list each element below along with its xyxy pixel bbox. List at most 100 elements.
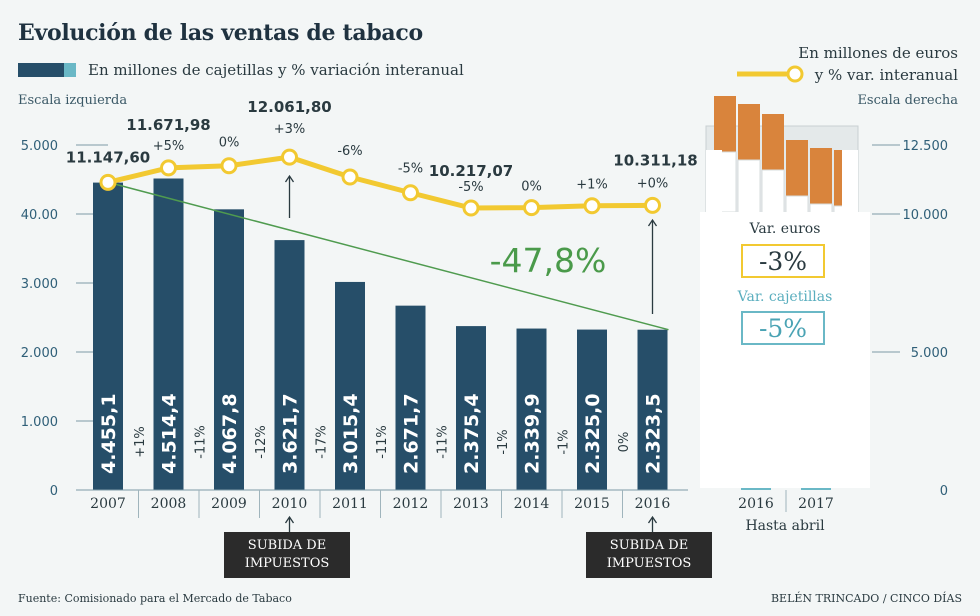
x-tick-label: 2013 [453, 496, 489, 512]
left-axis-tick-label: 5.000 [21, 139, 58, 154]
right-axis-tick-label: 12.500 [903, 139, 949, 154]
legend-right-line2-text: y % var. interanual [814, 66, 958, 84]
revenue-variation-label: -5% [398, 162, 423, 177]
bar-value-label: 2.375,4 [461, 393, 483, 474]
tax-arrow-2010-bottom-head [284, 515, 295, 524]
revenue-value-label: 12.061,80 [247, 98, 331, 116]
tax-tag-line2: IMPUESTOS [244, 556, 330, 571]
inset-x-tick-label: 2016 [738, 496, 774, 512]
revenue-point-2010 [281, 148, 298, 166]
left-axis-tick-label: 1.000 [21, 415, 58, 430]
left-axis-tick-label: 3.000 [21, 277, 58, 292]
revenue-variation-label: 0% [219, 136, 240, 151]
bar-variation-label: -12% [254, 425, 269, 459]
revenue-variation-label: +0% [637, 176, 669, 191]
revenue-variation-label: +5% [153, 139, 185, 154]
bar-2013 [456, 326, 486, 490]
bar-2012 [395, 305, 426, 490]
bar-value-label: 4.455,1 [98, 393, 120, 474]
left-axis-tick-label: 2.000 [21, 346, 58, 361]
bar-variation-label: -11% [194, 425, 209, 459]
cigarette-filter [738, 104, 760, 160]
revenue-variation-label: +1% [576, 178, 608, 193]
bar-variation-label: -1% [557, 429, 572, 454]
x-tick-label: 2015 [574, 496, 610, 512]
bar-value-label: 2.323,5 [643, 393, 665, 474]
trend-line [107, 181, 669, 331]
trend-line: -47,8% [107, 181, 669, 331]
bar-variation-label: -11% [436, 425, 451, 459]
tax-arrow-2010-top-head [284, 174, 295, 183]
left-axis-tick-label: 40.00 [21, 208, 58, 223]
var-cajetillas-label: Var. cajetillas [737, 289, 833, 305]
tax-increase-tag-2010: SUBIDA DE IMPUESTOS [224, 532, 350, 578]
tax-tag-line1: SUBIDA DE [247, 538, 327, 553]
pack-flap-left [706, 150, 722, 212]
tax-arrow-2016-bottom-head [647, 515, 658, 524]
revenue-value-label: 10.311,18 [613, 151, 697, 169]
x-tick-label: 2011 [332, 496, 368, 512]
revenue-point-2009 [220, 157, 238, 175]
source-note: Fuente: Comisionado para el Mercado de T… [18, 592, 292, 605]
bars: 4.455,1 4.514,4 4.067,8 3.621,7 3.015,4 2.671… [93, 178, 668, 491]
bar-variation-label: -11% [375, 425, 390, 459]
chart-labels: 11.147,60 11.671,98 +5% 0% 12.061,80 +3% -6% -5… [66, 98, 698, 532]
revenue-point-2012 [402, 184, 419, 202]
x-tick-label: 2007 [90, 496, 126, 512]
cigarette-filter [762, 114, 784, 170]
revenue-point-2013 [462, 199, 480, 217]
legend-right: En millones de euros y % var. interanual [735, 42, 958, 86]
revenue-point-2014 [523, 199, 540, 217]
right-axis-tick-label: 5.000 [911, 346, 948, 361]
inset-subtitle: Hasta abril [745, 518, 825, 534]
bar-variation-label: -17% [315, 425, 330, 459]
bar-2016 [637, 329, 668, 490]
legend-swatch-dark [18, 63, 64, 77]
grid-lines [76, 144, 900, 422]
inset-x-tick-label: 2017 [798, 496, 834, 512]
bar-2007 [93, 182, 123, 491]
bar-2008 [153, 178, 184, 490]
revenue-variation-label: -5% [458, 180, 483, 195]
credit-note: BELÉN TRINCADO / CINCO DÍAS [770, 592, 962, 605]
cigarette-filter [714, 96, 736, 152]
revenue-line [99, 148, 661, 217]
revenue-value-label: 11.147,60 [66, 148, 150, 166]
cigarette-filter [786, 140, 808, 196]
scale-left-label: Escala izquierda [18, 93, 128, 108]
pack-flap-right [842, 150, 858, 212]
bar-variation-label: 0% [617, 432, 632, 453]
bar-value-label: 4.067,8 [219, 393, 241, 474]
bar-value-label: 2.325,0 [582, 393, 604, 474]
legend-left: En millones de cajetillas y % variación … [18, 61, 464, 79]
revenue-variation-label: 0% [521, 180, 542, 195]
bar-2015 [577, 329, 607, 490]
tax-arrow-2016-top-head [647, 218, 658, 227]
tax-tag-line1: SUBIDA DE [609, 538, 689, 553]
revenue-point-2008 [160, 159, 177, 177]
tax-tag-line2: IMPUESTOS [606, 556, 692, 571]
revenue-variation-label: -6% [337, 144, 362, 159]
chart-title: Evolución de las ventas de tabaco [18, 20, 423, 46]
right-axis-tick-label: 10.000 [903, 208, 949, 223]
legend-left-label: En millones de cajetillas y % variación … [88, 61, 464, 79]
right-axis-tick-label: 0 [940, 484, 948, 499]
bar-value-label: 2.339,9 [522, 393, 544, 474]
bar-variation-label: +1% [133, 426, 148, 458]
bar-value-label: 3.015,4 [340, 393, 362, 474]
bar-2011 [335, 281, 365, 490]
revenue-value-label: 10.217,07 [429, 162, 513, 180]
tax-increase-tag-2016: SUBIDA DE IMPUESTOS [586, 532, 712, 578]
x-tick-label: 2014 [514, 496, 550, 512]
legend-swatch-light [64, 63, 76, 77]
revenue-variation-label: +3% [274, 122, 306, 137]
left-axis-tick-label: 0 [50, 484, 58, 499]
bar-value-label: 2.671,7 [401, 393, 423, 474]
cigarette-filter [810, 148, 832, 204]
legend-right-line1: En millones de euros [798, 44, 958, 62]
x-tick-label: 2010 [272, 496, 308, 512]
bar-value-label: 4.514,4 [159, 393, 181, 474]
x-tick-label: 2009 [211, 496, 247, 512]
x-tick-label: 2012 [393, 496, 429, 512]
